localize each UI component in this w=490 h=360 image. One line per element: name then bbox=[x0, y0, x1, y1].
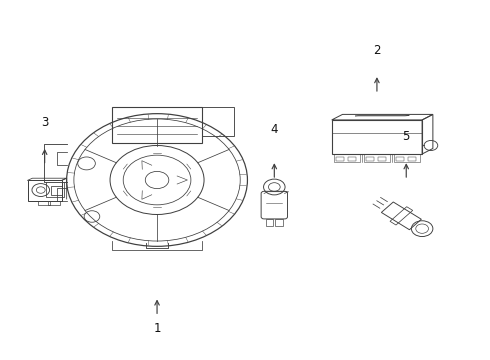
Bar bbox=[348, 157, 356, 161]
Bar bbox=[336, 157, 344, 161]
Bar bbox=[202, 107, 234, 136]
Text: 1: 1 bbox=[153, 322, 161, 335]
Bar bbox=[266, 219, 273, 226]
Bar bbox=[112, 107, 202, 143]
Text: 2: 2 bbox=[373, 44, 381, 57]
Bar bbox=[364, 154, 390, 162]
Bar bbox=[408, 157, 416, 161]
Text: 3: 3 bbox=[41, 116, 49, 129]
Bar bbox=[366, 157, 374, 161]
Bar bbox=[378, 157, 386, 161]
Bar bbox=[275, 219, 283, 226]
Bar bbox=[51, 186, 62, 195]
Text: 4: 4 bbox=[270, 123, 278, 136]
Bar bbox=[334, 154, 360, 162]
Text: 5: 5 bbox=[403, 130, 410, 144]
Bar bbox=[27, 180, 62, 201]
Bar bbox=[396, 157, 404, 161]
Bar bbox=[332, 120, 422, 154]
Bar bbox=[394, 154, 420, 162]
